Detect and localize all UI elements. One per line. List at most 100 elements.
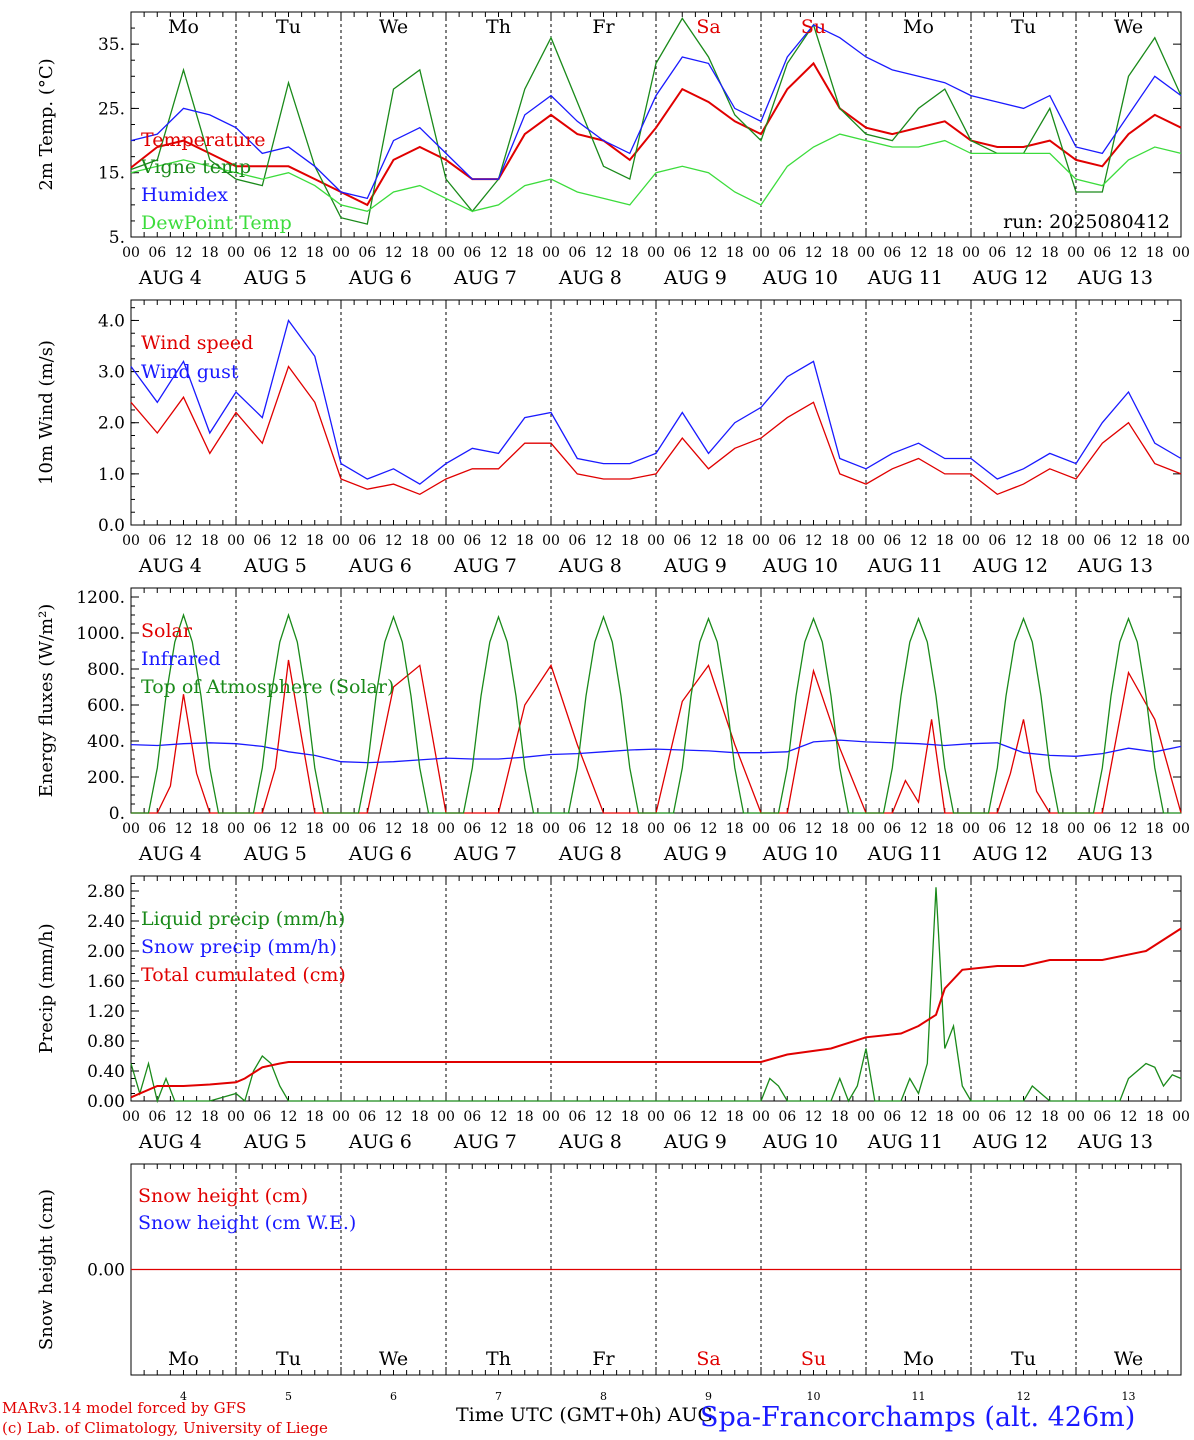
y-tick-label: 4.0 [98,311,125,331]
legend-entry: Solar [141,620,193,642]
hour-tick-label: 18 [411,245,429,261]
legend-entry: Snow height (cm) [138,1185,308,1207]
hour-tick-label: 12 [910,821,928,837]
y-axis-label: Precip (mm/h) [36,923,57,1053]
hour-tick-label: 18 [411,821,429,837]
day-label: We [379,16,408,38]
day-label: Mo [168,1348,199,1370]
date-label: AUG 12 [972,843,1048,865]
date-label: AUG 7 [453,555,517,577]
day-label: Mo [903,1348,934,1370]
date-label: AUG 10 [762,267,838,289]
hour-tick-label: 00 [1067,1109,1085,1125]
hour-tick-label: 06 [568,821,586,837]
date-label: AUG 4 [138,555,202,577]
hour-tick-label: 18 [1041,245,1059,261]
date-label: AUG 4 [138,843,202,865]
date-label: AUG 10 [762,555,838,577]
day-label: Tu [276,1348,301,1370]
hour-tick-label: 06 [358,533,376,549]
model-credit: MARv3.14 model forced by GFS [2,1399,247,1417]
hour-tick-label: 06 [358,821,376,837]
y-tick-label: 0.00 [87,1261,125,1281]
hour-tick-label: 00 [437,821,455,837]
hour-tick-label: 12 [385,533,403,549]
date-label: AUG 11 [867,1131,943,1153]
y-tick-label: 600. [87,696,125,716]
hour-tick-label: 00 [437,245,455,261]
day-label: We [1114,1348,1143,1370]
legend-entry: Top of Atmosphere (Solar) [141,676,394,698]
hour-tick-label: 06 [883,821,901,837]
legend-entry: Vigne temp [140,156,251,178]
date-label: AUG 8 [558,555,622,577]
hour-tick-label: 00 [857,533,875,549]
day-label: Fr [592,16,615,38]
hour-tick-label: 06 [673,1109,691,1125]
hour-tick-label: 18 [726,821,744,837]
hour-tick-label: 12 [700,1109,718,1125]
hour-tick-label: 12 [700,533,718,549]
hour-tick-label: 00 [752,245,770,261]
hour-tick-label: 18 [1146,821,1164,837]
hour-tick-label: 12 [175,245,193,261]
hour-tick-label: 00 [542,1109,560,1125]
hour-tick-label: 06 [568,245,586,261]
hour-tick-label: 00 [962,245,980,261]
hour-tick-label: 06 [358,245,376,261]
hour-tick-label: 06 [778,1109,796,1125]
hour-tick-label: 00 [227,821,245,837]
hour-tick-label: 06 [778,245,796,261]
hour-tick-label: 12 [1120,245,1138,261]
legend-entry: Total cumulated (cm) [141,964,346,986]
hour-tick-label: 06 [673,821,691,837]
date-label: AUG 8 [558,267,622,289]
day-label: Tu [1011,1348,1036,1370]
hour-tick-label: 18 [936,821,954,837]
hour-tick-label: 06 [358,1109,376,1125]
legend-entry: DewPoint Temp [141,212,292,234]
hour-tick-label: 12 [490,821,508,837]
y-tick-label: 0.40 [87,1062,125,1082]
hour-tick-label: 00 [857,821,875,837]
hour-tick-label: 00 [542,245,560,261]
hour-tick-label: 06 [568,1109,586,1125]
y-tick-label: 1.20 [87,1002,125,1022]
day-number: 12 [1017,1390,1031,1403]
date-label: AUG 11 [867,267,943,289]
hour-tick-label: 18 [621,821,639,837]
day-number: 4 [180,1390,187,1403]
hour-tick-label: 00 [122,1109,140,1125]
y-tick-label: 35. [98,35,125,55]
hour-tick-label: 12 [805,1109,823,1125]
hour-tick-label: 12 [385,1109,403,1125]
hour-tick-label: 00 [647,821,665,837]
y-tick-label: 400. [87,732,125,752]
hour-tick-label: 00 [542,821,560,837]
y-axis-label: Energy fluxes (W/m²) [36,604,57,798]
y-tick-label: 800. [87,660,125,680]
series-line [130,365,1182,496]
date-label: AUG 4 [138,267,202,289]
hour-tick-label: 12 [490,1109,508,1125]
date-label: AUG 12 [972,555,1048,577]
hour-tick-label: 18 [201,1109,219,1125]
day-label: Th [486,1348,511,1370]
series-line [130,927,1182,1099]
hour-tick-label: 06 [253,245,271,261]
hour-tick-label: 18 [726,245,744,261]
hour-tick-label: 18 [726,1109,744,1125]
hour-tick-label: 06 [778,821,796,837]
hour-tick-label: 00 [332,533,350,549]
hour-tick-label: 00 [857,1109,875,1125]
hour-tick-label: 12 [175,1109,193,1125]
hour-tick-label: 18 [306,821,324,837]
hour-tick-label: 18 [1146,533,1164,549]
hour-tick-label: 00 [752,533,770,549]
y-tick-label: 1.60 [87,972,125,992]
hour-tick-label: 12 [1015,533,1033,549]
hour-tick-label: 12 [490,245,508,261]
hour-tick-label: 06 [988,1109,1006,1125]
panel-frame [130,11,1182,238]
hour-tick-label: 18 [1041,533,1059,549]
